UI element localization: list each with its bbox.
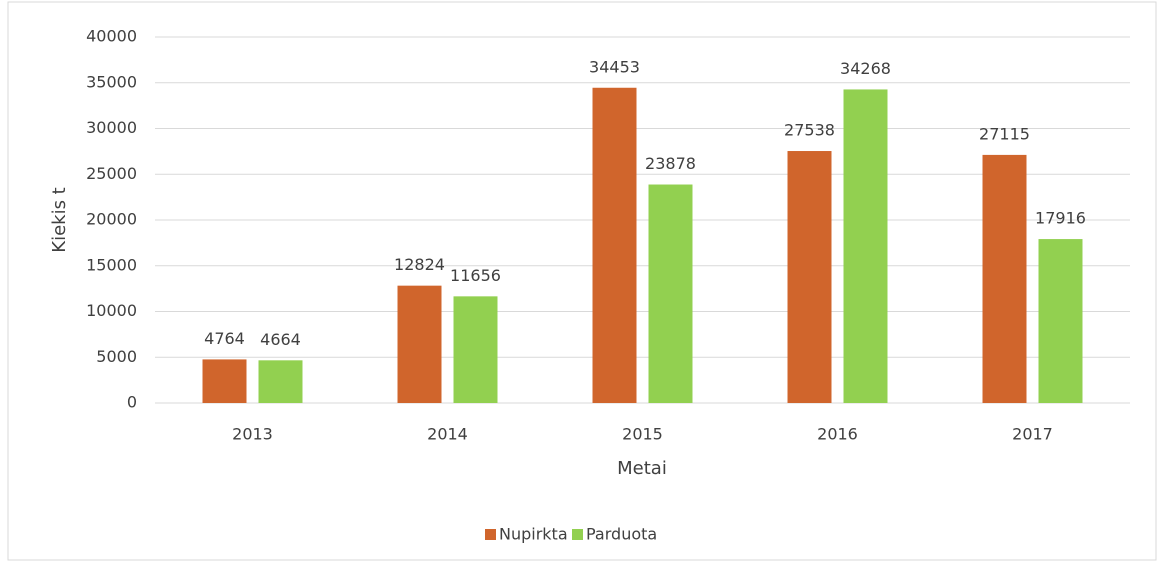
data-label: 27538 — [784, 121, 835, 140]
y-tick-label: 25000 — [86, 164, 137, 183]
y-tick-label: 10000 — [86, 301, 137, 320]
data-label: 4764 — [204, 329, 245, 348]
data-label: 34268 — [840, 59, 891, 78]
y-tick-label: 5000 — [96, 347, 137, 366]
y-tick-label: 35000 — [86, 72, 137, 91]
y-tick-label: 20000 — [86, 210, 137, 229]
y-axis-label: Kiekis t — [49, 187, 70, 252]
y-tick-label: 30000 — [86, 118, 137, 137]
bar — [453, 296, 498, 403]
bar — [843, 89, 888, 403]
x-tick-label: 2017 — [1012, 425, 1053, 444]
bar — [258, 360, 303, 403]
bar — [1038, 239, 1083, 403]
data-label: 23878 — [645, 154, 696, 173]
x-tick-label: 2013 — [232, 425, 273, 444]
data-label: 34453 — [589, 57, 640, 76]
y-tick-label: 0 — [127, 393, 137, 412]
chart-border — [7, 1, 1157, 561]
legend-swatch — [485, 529, 496, 540]
data-label: 17916 — [1035, 209, 1086, 228]
x-tick-label: 2014 — [427, 425, 468, 444]
data-label: 4664 — [260, 330, 301, 349]
bar — [202, 359, 247, 403]
bar — [397, 285, 442, 403]
legend-label: Nupirkta — [499, 525, 568, 544]
legend-label: Parduota — [586, 525, 657, 544]
y-tick-label: 40000 — [86, 27, 137, 46]
legend-swatch — [572, 529, 583, 540]
data-label: 11656 — [450, 266, 501, 285]
data-label: 12824 — [394, 255, 445, 274]
x-tick-label: 2016 — [817, 425, 858, 444]
bar — [648, 184, 693, 403]
bar — [982, 154, 1027, 403]
x-axis-label: Metai — [617, 458, 667, 479]
y-tick-label: 15000 — [86, 255, 137, 274]
bar — [787, 151, 832, 403]
bar — [592, 87, 637, 403]
data-label: 27115 — [979, 124, 1030, 143]
x-tick-label: 2015 — [622, 425, 663, 444]
